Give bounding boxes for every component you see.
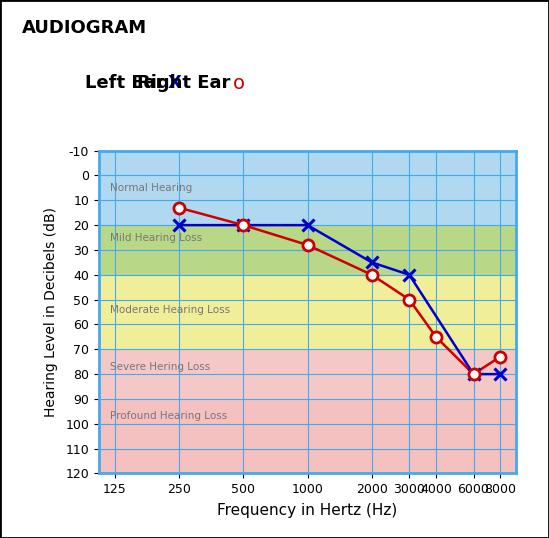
Text: o: o [233,74,245,93]
Text: Severe Hering Loss: Severe Hering Loss [110,362,210,372]
Y-axis label: Hearing Level in Decibels (dB): Hearing Level in Decibels (dB) [44,207,58,417]
Text: Right Ear: Right Ear [137,74,231,93]
Bar [99,275,516,349]
Bar [99,225,516,275]
Bar [99,399,516,473]
Text: Mild Hearing Loss: Mild Hearing Loss [110,232,201,243]
Bar [99,151,516,225]
Text: Moderate Hearing Loss: Moderate Hearing Loss [110,305,229,315]
Bar [99,349,516,399]
X-axis label: Frequency in Hertz (Hz): Frequency in Hertz (Hz) [217,503,397,518]
Text: AUDIOGRAM: AUDIOGRAM [22,19,147,37]
Text: X: X [167,74,181,93]
Text: Profound Hearing Loss: Profound Hearing Loss [110,412,227,421]
Text: Normal Hearing: Normal Hearing [110,183,192,193]
Text: Left Ear: Left Ear [85,74,165,93]
